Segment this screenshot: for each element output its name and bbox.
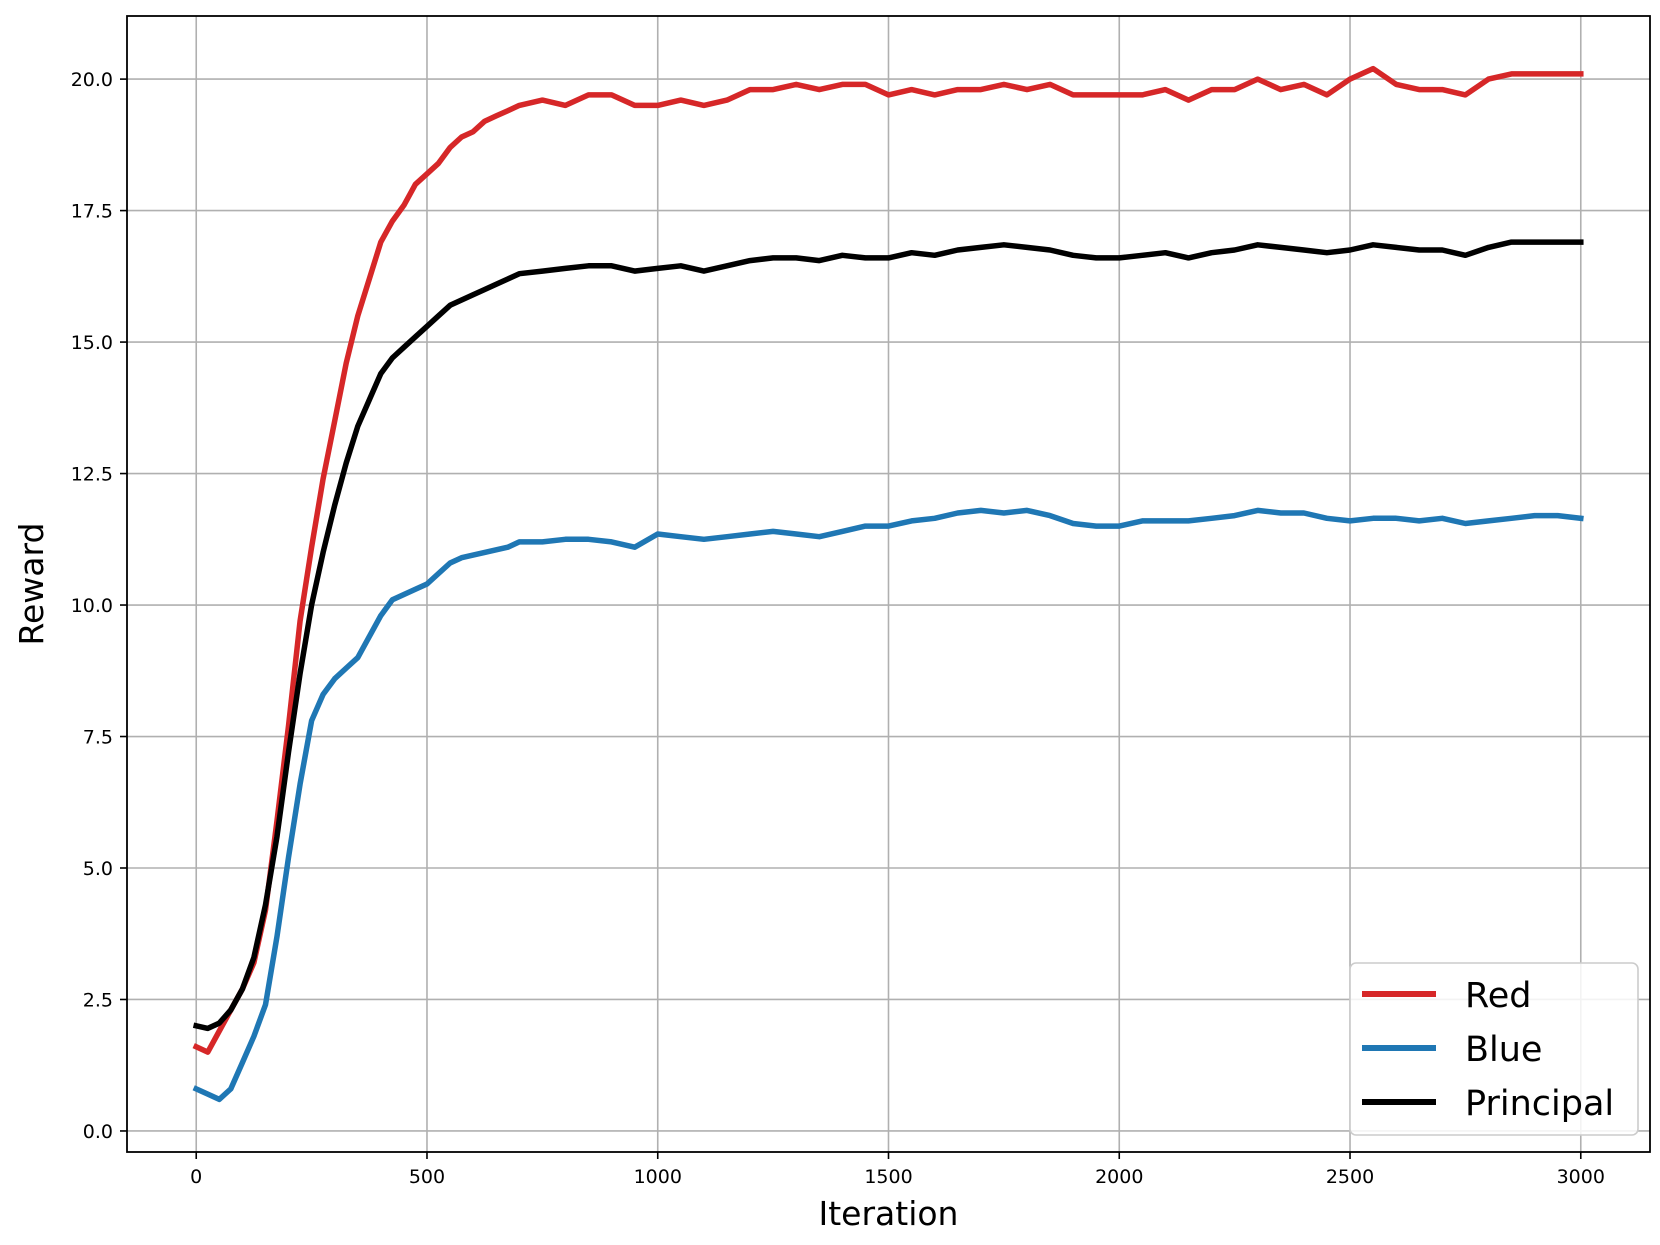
y-tick-label: 20.0: [71, 69, 113, 91]
y-tick-label: 10.0: [71, 595, 113, 617]
grid: [127, 16, 1650, 1152]
x-tick-label: 0: [190, 1166, 202, 1188]
series-line-blue: [192, 507, 1584, 1103]
legend-label-principal: Principal: [1465, 1084, 1614, 1124]
x-tick-label: 500: [409, 1166, 445, 1188]
y-tick-label: 15.0: [71, 332, 113, 354]
series-lines: [192, 65, 1584, 1103]
y-tick-label: 2.5: [83, 989, 113, 1011]
x-tick-label: 2500: [1326, 1166, 1374, 1188]
legend: Red Blue Principal: [1349, 962, 1639, 1136]
legend-box: [1349, 962, 1639, 1136]
y-tick-label: 5.0: [83, 858, 113, 880]
series-line-principal: [192, 239, 1584, 1032]
y-tick-label: 17.5: [71, 201, 113, 223]
legend-label-blue: Blue: [1465, 1030, 1542, 1070]
x-tick-label: 1500: [864, 1166, 912, 1188]
y-tick-label: 0.0: [83, 1121, 113, 1143]
series-line-red: [192, 65, 1584, 1055]
y-axis-label: Reward: [12, 523, 51, 646]
x-axis-label: Iteration: [819, 1194, 959, 1233]
x-axis: 0 500 1000 1500 2000 2500 3000: [190, 1152, 1605, 1188]
y-tick-label: 7.5: [83, 727, 113, 749]
x-tick-label: 3000: [1557, 1166, 1605, 1188]
legend-label-red: Red: [1465, 976, 1532, 1016]
y-tick-label: 12.5: [71, 464, 113, 486]
x-tick-label: 2000: [1095, 1166, 1143, 1188]
x-tick-label: 1000: [634, 1166, 682, 1188]
y-axis: 0.0 2.5 5.0 7.5 10.0 12.5 15.0 17.5 20.0: [71, 69, 127, 1143]
